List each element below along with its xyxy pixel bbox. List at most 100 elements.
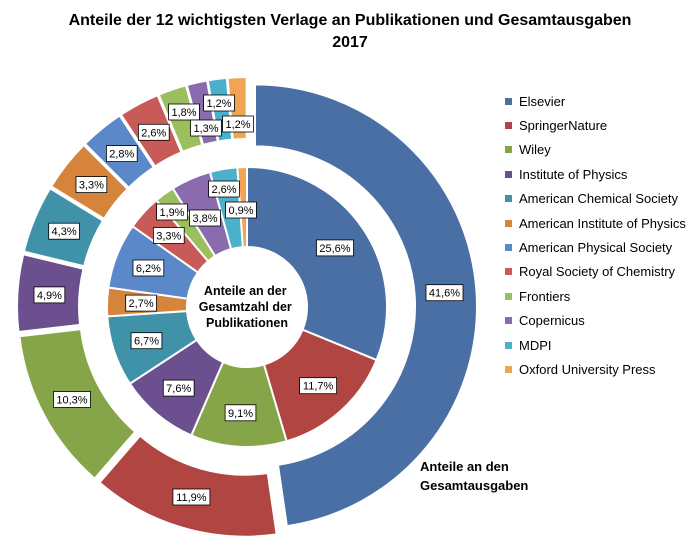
legend-swatch — [505, 268, 512, 276]
inner-slice-elsevier — [246, 165, 388, 362]
legend-label: Institute of Physics — [519, 166, 628, 182]
data-labels: 25,6% 11,7% 9,1% 7,6% 6,7% 2,7% 6,2% 3,3% 1,9% 3,… — [33, 94, 464, 506]
data-label-box — [168, 103, 200, 121]
legend-label: MDPI — [519, 337, 552, 353]
outer-label-royal-society-of-chemistry: 2,6% — [137, 123, 170, 141]
outer-ring — [16, 76, 478, 538]
legend-item-american-institute-of-physics: American Institute of Physics — [505, 211, 700, 235]
data-label-text: 11,9% — [176, 492, 207, 504]
outer-slice-elsevier — [253, 83, 478, 528]
legend-swatch — [505, 365, 512, 373]
inner-label-wiley: 9,1% — [224, 404, 257, 422]
legend-item-oxford-university-press: Oxford University Press — [505, 357, 700, 381]
legend-label: American Chemical Society — [519, 191, 678, 207]
inner-label-copernicus: 3,8% — [189, 209, 221, 227]
data-label-text: 6,7% — [134, 336, 159, 348]
data-label-text: 11,7% — [303, 381, 334, 393]
outer-label-mdpi: 1,2% — [203, 94, 235, 112]
legend-item-frontiers: Frontiers — [505, 284, 700, 308]
data-label-box — [224, 404, 257, 422]
data-label-box — [75, 176, 108, 194]
legend-swatch — [505, 97, 512, 105]
inner-caption-line-2: Gesamtzahl der — [199, 300, 292, 314]
inner-label-institute-of-physics: 7,6% — [162, 379, 195, 397]
data-label-text: 3,3% — [79, 180, 104, 192]
data-label-text: 2,6% — [211, 184, 236, 196]
inner-label-oxford-university-press: 0,9% — [225, 201, 257, 219]
outer-label-institute-of-physics: 4,9% — [33, 286, 66, 304]
data-label-text: 25,6% — [319, 243, 350, 255]
outer-label-american-physical-society: 2,8% — [106, 145, 138, 163]
outer-label-springernature: 11,9% — [172, 488, 211, 506]
inner-label-royal-society-of-chemistry: 3,3% — [152, 227, 185, 244]
legend-label: Oxford University Press — [519, 361, 656, 377]
data-label-box — [130, 332, 163, 350]
legend-label: Copernicus — [519, 313, 585, 329]
legend-item-american-physical-society: American Physical Society — [505, 235, 700, 259]
data-label-text: 41,6% — [429, 288, 460, 300]
legend-swatch — [505, 317, 512, 325]
data-label-box — [425, 284, 464, 302]
data-label-text: 2,8% — [109, 149, 134, 161]
data-label-box — [299, 377, 338, 395]
data-label-box — [162, 379, 195, 397]
inner-label-frontiers: 1,9% — [156, 203, 188, 221]
data-label-text: 10,3% — [56, 395, 87, 407]
chart-title-line-1: Anteile der 12 wichtigsten Verlage an Pu… — [68, 12, 632, 29]
data-label-text: 2,6% — [141, 127, 166, 139]
inner-label-springernature: 11,7% — [299, 377, 338, 395]
outer-label-frontiers: 1,8% — [168, 103, 200, 121]
data-label-box — [156, 203, 188, 221]
data-label-box — [316, 239, 354, 257]
data-label-text: 1,3% — [193, 123, 218, 135]
legend-label: American Institute of Physics — [519, 215, 686, 231]
inner-label-mdpi: 2,6% — [208, 180, 240, 198]
legend-swatch — [505, 244, 512, 252]
data-label-box — [208, 180, 240, 198]
data-label-box — [48, 222, 80, 240]
legend-swatch — [505, 292, 512, 300]
data-label-text: 2,7% — [129, 298, 154, 310]
legend-swatch — [505, 219, 512, 227]
inner-label-american-chemical-society: 6,7% — [130, 332, 163, 350]
inner-label-american-institute-of-physics: 2,7% — [125, 294, 157, 312]
data-label-box — [53, 391, 91, 408]
legend-label: Elsevier — [519, 93, 566, 109]
chart-title-line-2: 2017 — [332, 34, 368, 51]
legend-swatch — [505, 146, 512, 154]
legend-swatch — [505, 341, 512, 349]
outer-ring-caption: Anteile an den Gesamtausgaben — [420, 457, 528, 495]
legend-item-institute-of-physics: Institute of Physics — [505, 162, 700, 186]
outer-label-american-chemical-society: 4,3% — [48, 222, 80, 240]
data-label-text: 0,9% — [228, 205, 253, 217]
legend-swatch — [505, 170, 512, 178]
data-label-text: 1,8% — [171, 107, 196, 119]
outer-label-copernicus: 1,3% — [190, 119, 222, 137]
outer-caption-line-2: Gesamtausgaben — [420, 478, 529, 493]
chart-title: Anteile der 12 wichtigsten Verlage an Pu… — [0, 10, 700, 54]
data-label-text: 1,2% — [206, 98, 231, 110]
outer-label-oxford-university-press: 1,2% — [222, 115, 254, 133]
legend-label: Royal Society of Chemistry — [519, 264, 676, 280]
data-label-box — [125, 294, 157, 312]
outer-caption-line-1: Anteile an den — [420, 459, 509, 474]
data-label-box — [222, 115, 254, 133]
data-label-box — [190, 119, 222, 137]
data-label-box — [152, 227, 185, 244]
outer-label-american-institute-of-physics: 3,3% — [75, 176, 108, 194]
legend-swatch — [505, 195, 512, 203]
data-label-text: 4,9% — [37, 290, 62, 302]
data-label-text: 3,8% — [192, 213, 217, 225]
data-label-box — [33, 286, 66, 304]
data-label-text: 4,3% — [52, 226, 77, 238]
data-label-text: 3,3% — [156, 231, 181, 243]
legend-item-american-chemical-society: American Chemical Society — [505, 187, 700, 211]
outer-slice-springernature — [98, 434, 278, 538]
data-label-box — [137, 123, 170, 141]
legend-item-springernature: SpringerNature — [505, 113, 700, 137]
legend-swatch — [505, 122, 512, 130]
data-label-text: 1,2% — [225, 119, 250, 131]
legend-item-wiley: Wiley — [505, 138, 700, 162]
inner-caption-line-1: Anteile an der — [204, 284, 287, 298]
